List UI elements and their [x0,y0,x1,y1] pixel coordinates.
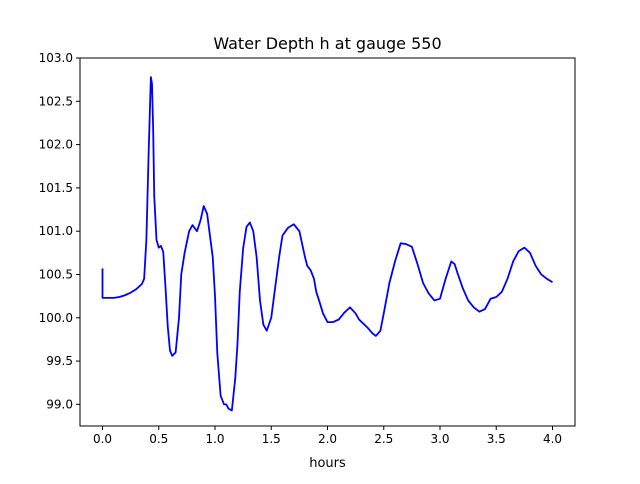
y-tick-label: 100.5 [39,267,73,281]
x-tick-label: 2.5 [374,432,393,446]
y-tick-label: 102.5 [39,94,73,108]
y-tick-label: 101.5 [39,181,73,195]
x-tick-label: 1.5 [262,432,281,446]
y-tick-label: 102.0 [39,138,73,152]
y-tick-label: 101.0 [39,224,73,238]
plot-frame [79,57,576,427]
x-tick-label: 0.5 [149,432,168,446]
chart-title: Water Depth h at gauge 550 [213,34,441,53]
x-tick-label: 2.0 [318,432,337,446]
plot-area [101,76,553,412]
x-tick-label: 3.5 [487,432,506,446]
series-line [101,76,553,412]
y-tick-label: 103.0 [39,51,73,65]
x-tick-label: 4.0 [543,432,562,446]
x-tick-label: 0.0 [93,432,112,446]
axes: 0.0 0.5 1.0 1.5 2.0 2.5 3.0 3.5 4.0 99.0 99.5 100.0… [39,51,576,446]
y-tick-label: 99.0 [46,397,73,411]
x-tick-label: 1.0 [205,432,224,446]
x-tick-label: 3.0 [430,432,449,446]
y-tick-label: 100.0 [39,311,73,325]
y-tick-label: 99.5 [46,354,73,368]
x-axis-label: hours [309,456,346,471]
